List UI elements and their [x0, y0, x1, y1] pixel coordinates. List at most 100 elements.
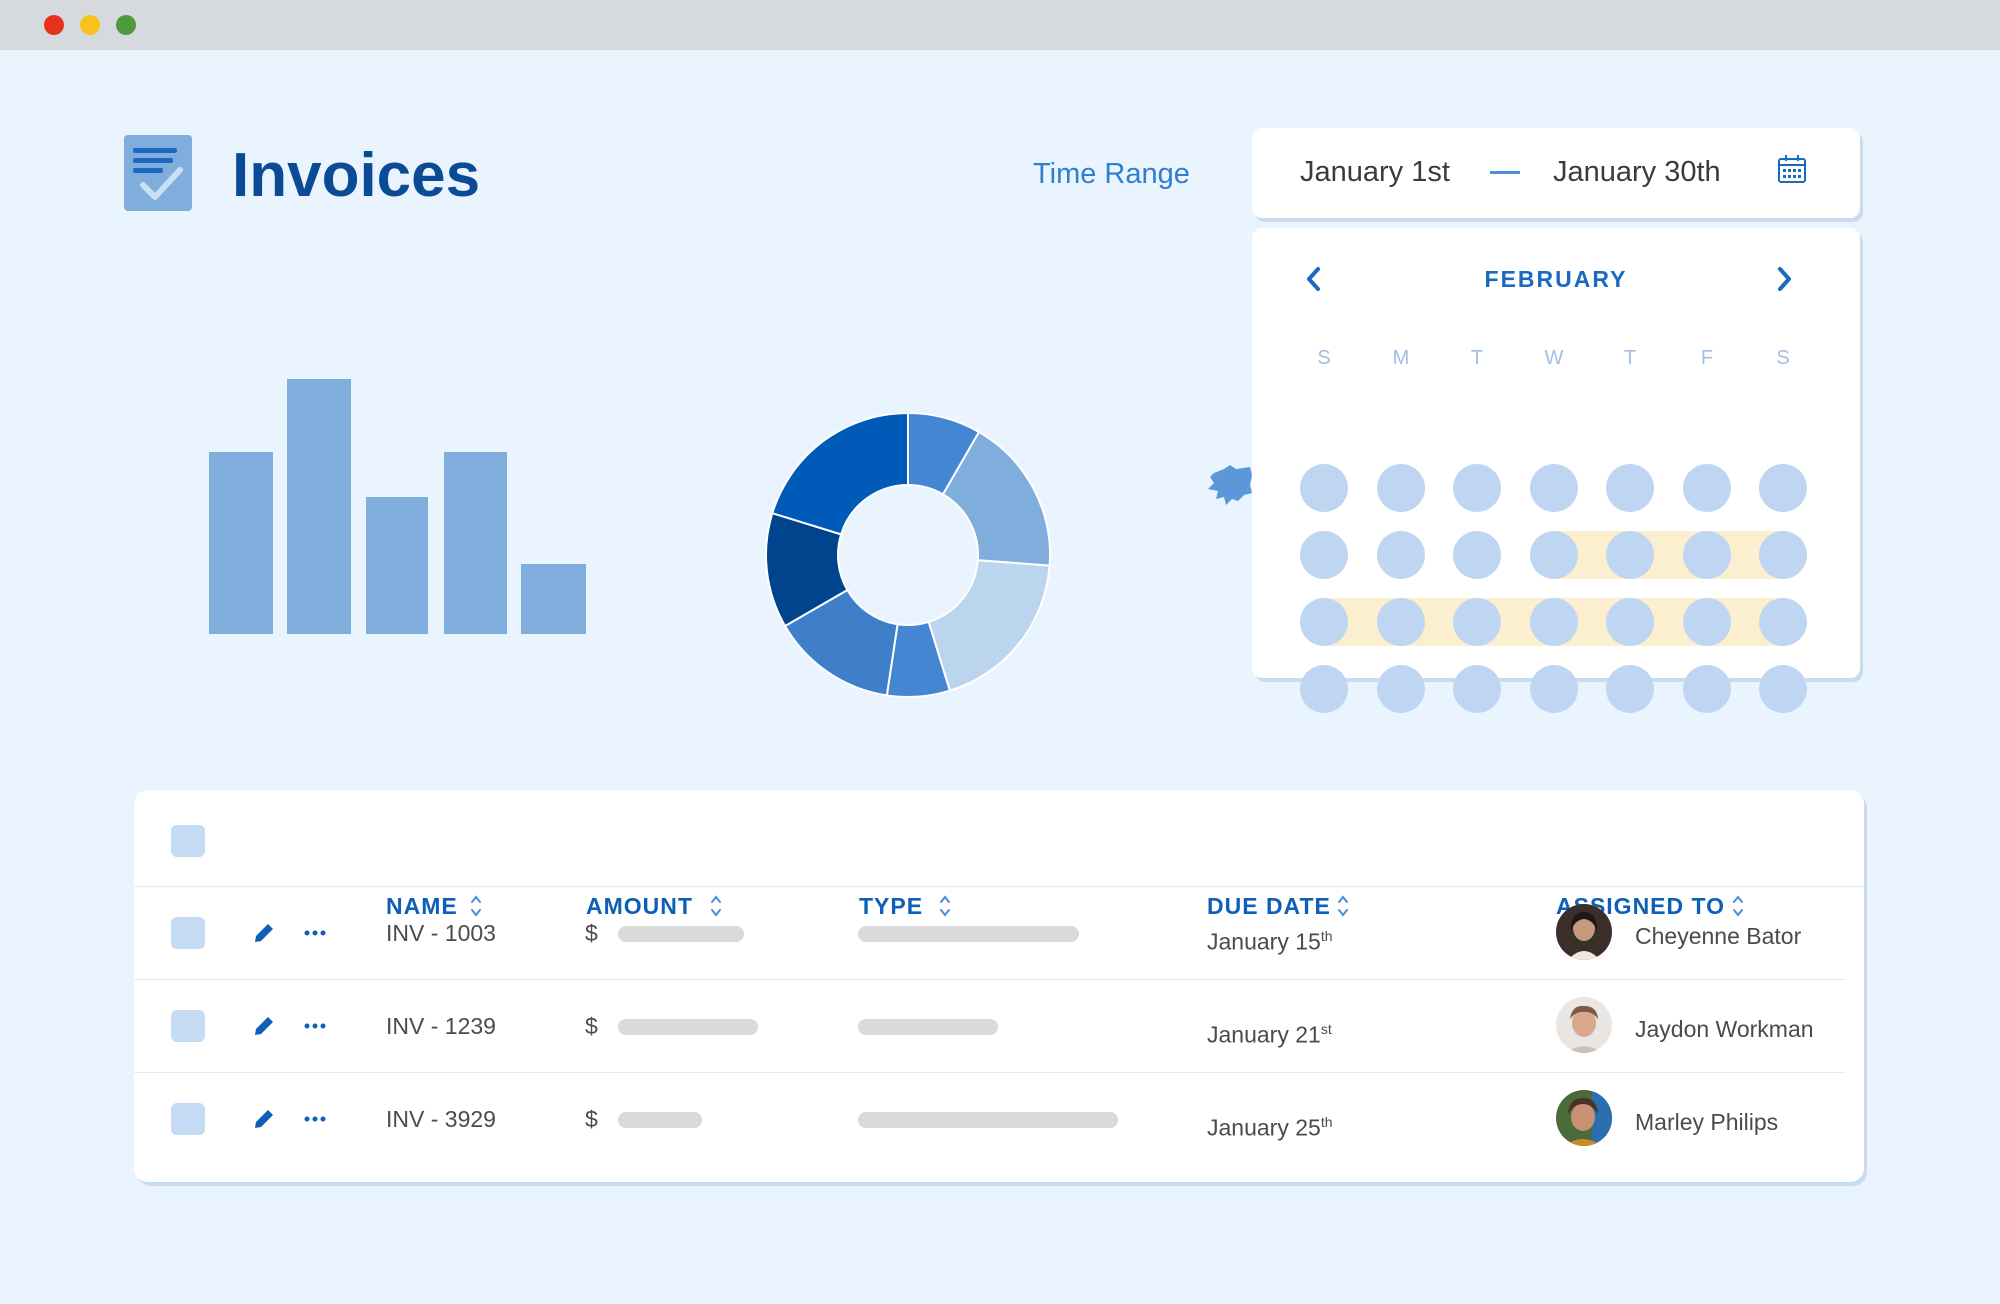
calendar-day[interactable]: [1377, 665, 1425, 713]
edit-icon[interactable]: [251, 1013, 277, 1039]
weekday-label: T: [1470, 347, 1484, 369]
calendar-day[interactable]: [1759, 464, 1807, 512]
column-header-due-date[interactable]: DUE DATE: [1207, 893, 1331, 919]
chevron-left-icon[interactable]: [1304, 266, 1324, 292]
calendar-day[interactable]: [1300, 665, 1348, 713]
bar-chart-bar: [444, 452, 507, 634]
more-options-icon[interactable]: [304, 1018, 326, 1034]
calendar-day[interactable]: [1683, 665, 1731, 713]
donut-slice: [941, 430, 1051, 567]
calendar-day[interactable]: [1606, 531, 1654, 579]
calendar-day[interactable]: [1300, 598, 1348, 646]
amount-placeholder-bar: [618, 926, 744, 942]
document-check-icon: [124, 135, 192, 211]
currency-symbol: $: [585, 920, 598, 946]
row-checkbox[interactable]: [171, 1010, 205, 1042]
weekday-label: S: [1317, 347, 1331, 369]
sort-icon[interactable]: [469, 892, 483, 920]
type-placeholder-bar: [858, 1019, 998, 1035]
range-end-date[interactable]: January 30th: [1553, 156, 1721, 188]
bar-chart-bar: [366, 497, 428, 634]
calendar-day[interactable]: [1453, 598, 1501, 646]
donut-slice: [927, 559, 1051, 692]
calendar-day[interactable]: [1453, 464, 1501, 512]
chevron-right-icon[interactable]: [1774, 266, 1794, 292]
row-divider: [134, 979, 1846, 980]
calendar-popup: FEBRUARY S M T W T F S: [1252, 228, 1860, 713]
calendar-month: FEBRUARY: [1484, 266, 1628, 292]
time-range-label: Time Range: [1033, 158, 1190, 190]
edit-icon[interactable]: [251, 1106, 277, 1132]
avatar: [1556, 904, 1612, 960]
sort-icon[interactable]: [1731, 892, 1745, 920]
weekday-label: S: [1776, 347, 1790, 369]
calendar-day[interactable]: [1453, 531, 1501, 579]
calendar-day[interactable]: [1683, 464, 1731, 512]
page-title: Invoices: [232, 141, 481, 210]
calendar-day[interactable]: [1759, 665, 1807, 713]
bar-chart-bar: [209, 452, 273, 634]
calendar-day[interactable]: [1683, 598, 1731, 646]
currency-symbol: $: [585, 1106, 598, 1132]
calendar-day[interactable]: [1606, 464, 1654, 512]
weekday-label: W: [1544, 347, 1564, 369]
range-separator: [1490, 171, 1520, 174]
assignee-name: Jaydon Workman: [1635, 1016, 1814, 1042]
amount-placeholder-bar: [618, 1019, 758, 1035]
range-start-date[interactable]: January 1st: [1300, 156, 1450, 188]
avatar: [1556, 1090, 1612, 1146]
avatar: [1556, 997, 1612, 1053]
weekday-label: T: [1623, 347, 1637, 369]
currency-symbol: $: [585, 1013, 598, 1039]
type-placeholder-bar: [858, 926, 1079, 942]
calendar-day[interactable]: [1530, 665, 1578, 713]
amount-placeholder-bar: [618, 1112, 702, 1128]
calendar-day[interactable]: [1377, 531, 1425, 579]
calendar-day[interactable]: [1377, 464, 1425, 512]
window-maximize-button[interactable]: [116, 15, 136, 35]
row-checkbox[interactable]: [171, 917, 205, 949]
assignee-name: Cheyenne Bator: [1635, 923, 1802, 949]
edit-icon[interactable]: [251, 920, 277, 946]
bar-chart-bar: [287, 379, 351, 634]
weekday-label: M: [1392, 347, 1410, 369]
paint-splash-decoration: [1208, 465, 1252, 505]
calendar-day[interactable]: [1453, 665, 1501, 713]
calendar-day[interactable]: [1606, 598, 1654, 646]
invoice-name: INV - 1239: [386, 1013, 496, 1039]
calendar-day[interactable]: [1300, 531, 1348, 579]
invoice-name: INV - 3929: [386, 1106, 496, 1132]
calendar-day[interactable]: [1377, 598, 1425, 646]
calendar-day[interactable]: [1300, 464, 1348, 512]
row-divider: [134, 1072, 1846, 1073]
calendar-day[interactable]: [1759, 598, 1807, 646]
invoices-page: Invoices Time Range January 1st January …: [0, 50, 2000, 1304]
date-range-picker[interactable]: January 1st January 30th: [1252, 128, 1860, 218]
more-options-icon[interactable]: [304, 925, 326, 941]
column-header-name[interactable]: NAME: [386, 893, 458, 919]
bar-chart-bar: [521, 564, 586, 634]
column-header-type[interactable]: TYPE: [859, 893, 924, 919]
due-date: January 21st: [1207, 1021, 1332, 1048]
sort-icon[interactable]: [1336, 892, 1350, 920]
window-titlebar: [0, 0, 2000, 50]
window-minimize-button[interactable]: [80, 15, 100, 35]
donut-chart: [765, 411, 1051, 698]
calendar-day[interactable]: [1530, 464, 1578, 512]
calendar-day[interactable]: [1530, 598, 1578, 646]
due-date: January 25th: [1207, 1114, 1333, 1141]
sort-icon[interactable]: [938, 892, 952, 920]
calendar-icon[interactable]: [1777, 154, 1807, 184]
calendar-day[interactable]: [1683, 531, 1731, 579]
sort-icon[interactable]: [709, 892, 723, 920]
calendar-day[interactable]: [1530, 531, 1578, 579]
more-options-icon[interactable]: [304, 1111, 326, 1127]
calendar-day[interactable]: [1759, 531, 1807, 579]
select-all-checkbox[interactable]: [171, 825, 205, 857]
window-close-button[interactable]: [44, 15, 64, 35]
donut-slice: [771, 411, 909, 536]
calendar-day[interactable]: [1606, 665, 1654, 713]
due-date: January 15th: [1207, 928, 1333, 955]
column-header-amount[interactable]: AMOUNT: [586, 893, 693, 919]
row-checkbox[interactable]: [171, 1103, 205, 1135]
